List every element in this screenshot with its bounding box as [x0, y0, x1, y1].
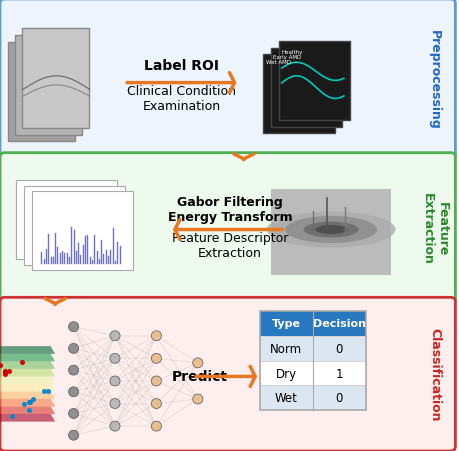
Circle shape: [68, 409, 78, 419]
Text: Preprocessing: Preprocessing: [427, 30, 440, 130]
FancyBboxPatch shape: [32, 192, 133, 271]
Circle shape: [192, 358, 202, 368]
Text: 1: 1: [335, 367, 342, 380]
FancyBboxPatch shape: [8, 43, 74, 142]
Ellipse shape: [303, 222, 358, 238]
FancyBboxPatch shape: [259, 336, 365, 361]
Text: Gabor Filtering
Energy Transform: Gabor Filtering Energy Transform: [168, 196, 291, 224]
Text: Healthy: Healthy: [281, 51, 302, 55]
Circle shape: [151, 331, 161, 341]
FancyBboxPatch shape: [279, 41, 350, 121]
Point: [29, 396, 37, 403]
Text: Classification: Classification: [427, 328, 440, 421]
Polygon shape: [0, 391, 55, 399]
FancyBboxPatch shape: [259, 386, 365, 410]
Point: [0, 362, 4, 369]
Point: [1, 368, 8, 375]
FancyBboxPatch shape: [15, 36, 82, 135]
Polygon shape: [0, 354, 55, 362]
FancyBboxPatch shape: [0, 153, 454, 304]
Polygon shape: [0, 346, 55, 354]
Circle shape: [68, 430, 78, 440]
Circle shape: [68, 322, 78, 332]
Polygon shape: [0, 361, 55, 369]
Point: [25, 406, 33, 413]
Circle shape: [110, 421, 120, 431]
Ellipse shape: [266, 212, 395, 248]
Text: Wet AMD: Wet AMD: [265, 60, 290, 65]
Circle shape: [110, 354, 120, 364]
Circle shape: [151, 354, 161, 364]
Circle shape: [68, 344, 78, 354]
Point: [1, 368, 8, 375]
Circle shape: [110, 399, 120, 409]
FancyBboxPatch shape: [259, 311, 365, 336]
Point: [40, 388, 48, 395]
Text: Predict: Predict: [172, 370, 228, 383]
Ellipse shape: [285, 216, 376, 244]
Text: 0: 0: [335, 342, 342, 355]
Point: [18, 359, 25, 366]
Circle shape: [68, 387, 78, 397]
FancyBboxPatch shape: [0, 0, 454, 160]
Circle shape: [68, 365, 78, 375]
Polygon shape: [0, 384, 55, 391]
Circle shape: [110, 376, 120, 386]
Text: Dry: Dry: [275, 367, 296, 380]
FancyBboxPatch shape: [263, 55, 334, 134]
FancyBboxPatch shape: [24, 186, 125, 265]
Circle shape: [151, 376, 161, 386]
FancyBboxPatch shape: [271, 189, 390, 275]
Text: 0: 0: [335, 391, 342, 405]
Text: Decision: Decision: [312, 318, 365, 329]
FancyBboxPatch shape: [259, 361, 365, 386]
FancyBboxPatch shape: [271, 49, 341, 127]
Point: [5, 368, 12, 375]
Point: [25, 399, 33, 406]
Circle shape: [151, 421, 161, 431]
Text: Clinical Condition
Examination: Clinical Condition Examination: [127, 85, 235, 113]
Text: Label ROI: Label ROI: [144, 59, 219, 72]
Point: [27, 398, 34, 405]
Circle shape: [151, 399, 161, 409]
Point: [1, 371, 9, 378]
FancyBboxPatch shape: [0, 298, 454, 451]
FancyBboxPatch shape: [22, 29, 89, 129]
Polygon shape: [0, 399, 55, 407]
FancyBboxPatch shape: [16, 181, 117, 260]
Polygon shape: [0, 377, 55, 384]
Text: Norm: Norm: [270, 342, 302, 355]
Polygon shape: [0, 414, 55, 422]
Text: Wet: Wet: [274, 391, 297, 405]
Point: [45, 388, 52, 395]
Ellipse shape: [314, 226, 347, 235]
Text: Feature
Extraction: Feature Extraction: [420, 193, 448, 265]
Point: [20, 401, 27, 408]
Polygon shape: [0, 369, 55, 377]
Circle shape: [192, 394, 202, 404]
Text: Feature Descriptor
Extraction: Feature Descriptor Extraction: [172, 232, 287, 260]
Polygon shape: [0, 406, 55, 414]
Text: Early AMD: Early AMD: [273, 55, 301, 60]
Point: [8, 412, 16, 419]
Circle shape: [110, 331, 120, 341]
Text: Type: Type: [271, 318, 300, 329]
